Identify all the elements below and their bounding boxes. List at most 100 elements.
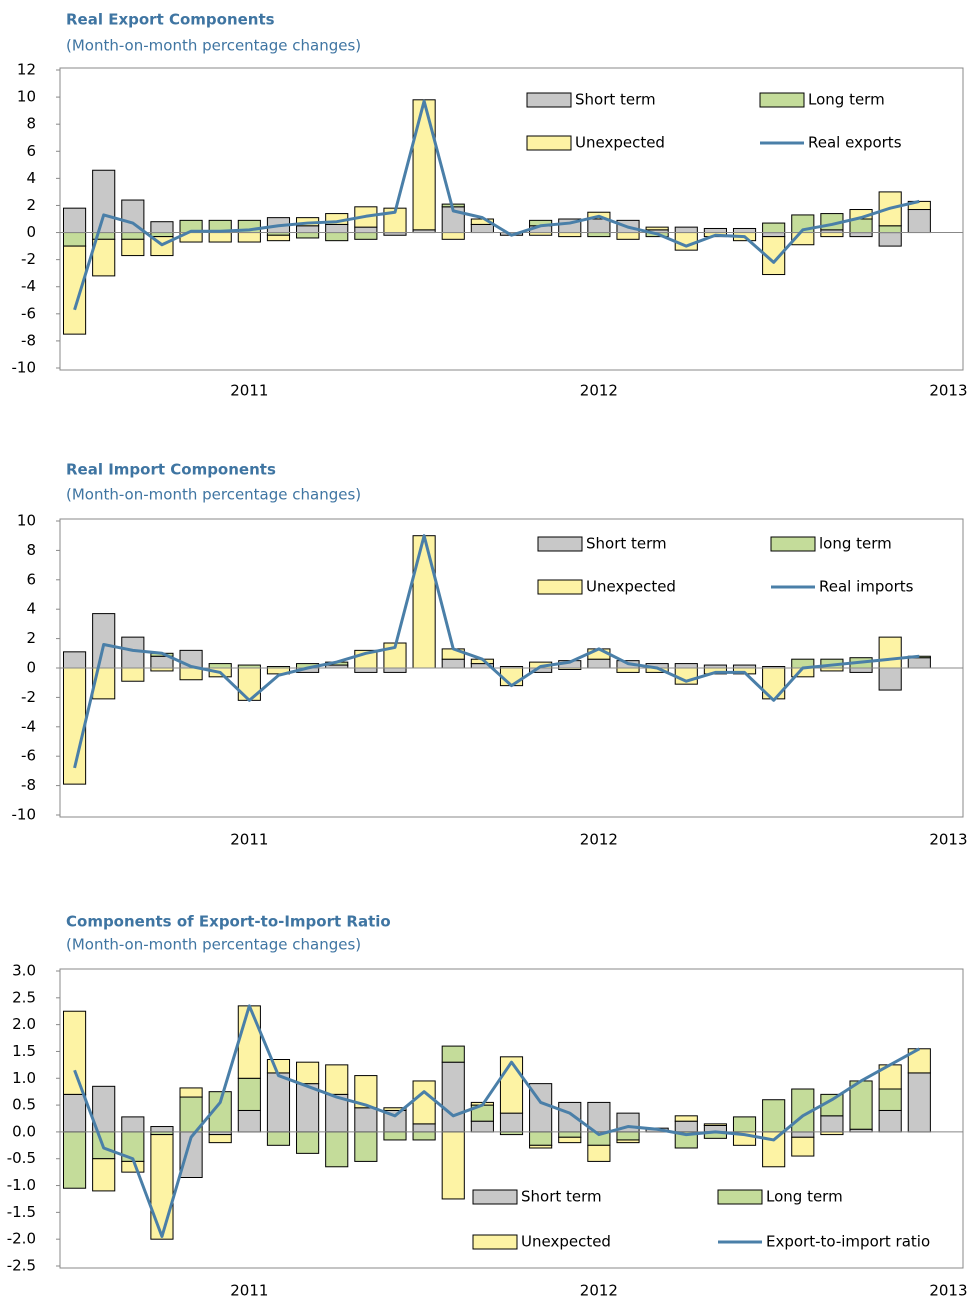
bar-segment [296,1061,320,1085]
bar-segment [62,232,87,247]
bar-segment [878,225,902,234]
bar-segment [62,1131,87,1189]
bar-segment [62,651,87,669]
y-tick-label: 10 [17,512,36,530]
bar-segment [849,218,873,234]
y-tick-label: 2 [26,629,36,647]
bar-segment [62,1093,87,1133]
bar-segment [616,1131,640,1141]
x-tick-label: 2013 [929,382,967,400]
bar-segment [849,667,873,673]
bar-segment [674,1120,698,1133]
bar-segment [878,1109,902,1133]
legend-label: Short term [586,535,667,553]
bar-segment [237,1077,261,1111]
x-tick-label: 2012 [580,382,618,400]
bar-segment [441,232,465,240]
bar-segment [878,636,902,669]
bar-segment [732,227,757,234]
bar-segment [674,663,698,669]
bar-segment [762,236,786,276]
bar-segment [296,232,320,239]
y-tick-label: -8 [21,331,36,349]
bar-segment [762,222,786,234]
x-tick-label: 2011 [230,1282,268,1300]
bar-segment [412,1080,436,1125]
y-tick-label: 0 [26,223,36,241]
bar-segment [237,232,261,243]
bar-segment [412,1123,436,1133]
legend-label: Unexpected [521,1233,611,1251]
y-tick-label: 4 [26,169,36,187]
bar-segment [325,1064,349,1095]
y-tick-label: -0.5 [7,1149,36,1167]
legend-label: Short term [521,1188,602,1206]
x-tick-label: 2013 [929,831,967,849]
chart-title: Components of Export-to-Import Ratio [66,913,391,931]
bar-segment [237,1005,261,1079]
bar-segment [441,658,465,669]
y-tick-label: -6 [21,304,36,322]
bar-segment [703,1123,727,1126]
y-tick-label: 4 [26,600,36,618]
bar-segment [296,1131,320,1154]
bar-segment [762,1099,786,1133]
bar-segment [150,221,174,234]
bar-segment [441,1131,465,1200]
bar-segment [645,226,669,231]
bar-segment [354,1107,378,1133]
y-tick-label: -2 [21,250,36,268]
y-tick-label: -4 [21,717,36,735]
bar-segment [266,234,291,242]
bar-segment [121,1116,145,1133]
bar-segment [354,226,378,234]
bar-segment [383,1107,407,1111]
chart-subtitle: (Month-on-month percentage changes) [66,936,361,954]
bar-segment [907,1072,931,1133]
bar-segment [208,232,232,243]
bar-segment [150,1134,174,1240]
legend-label: long term [819,535,892,553]
y-tick-label: -10 [12,359,37,377]
legend-swatch [759,92,805,108]
bar-segment [121,232,145,240]
bar-segment [412,99,436,231]
legend-swatch [526,135,572,151]
bar-segment [354,1075,378,1109]
bar-segment [325,1131,349,1168]
legend-swatch [537,536,583,552]
y-tick-label: 6 [26,142,36,160]
legend-swatch [537,579,583,595]
bar-segment [62,207,87,234]
bar-segment [558,1136,582,1144]
line [73,534,920,769]
legend-label: Unexpected [575,134,665,152]
bar-segment [587,232,611,238]
legend-label: Unexpected [586,578,676,596]
bar-segment [441,1061,465,1133]
bar-segment [762,232,786,238]
bar-segment [849,1080,873,1130]
bar-segment [325,223,349,234]
chart-subtitle: (Month-on-month percentage changes) [66,37,361,55]
y-tick-label: 0.0 [12,1122,36,1140]
legend-swatch [472,1234,518,1250]
y-tick-label: -10 [12,806,37,824]
y-tick-label: -4 [21,277,36,295]
y-tick-label: -2.5 [7,1257,36,1275]
bar-segment [499,1112,524,1133]
legend-swatch [770,536,816,552]
bar-segment [92,1158,116,1192]
bar-segment [791,1131,815,1138]
y-tick-label: 0.5 [12,1096,36,1114]
bar-segment [208,663,232,669]
bar-segment [732,1116,757,1133]
legend-label: Real imports [819,578,914,596]
x-tick-label: 2012 [580,831,618,849]
legend-swatch [717,1189,763,1205]
y-tick-label: 2 [26,196,36,214]
plot-frame [59,67,964,371]
bar-segment [587,218,611,234]
bar-segment [529,1144,553,1149]
